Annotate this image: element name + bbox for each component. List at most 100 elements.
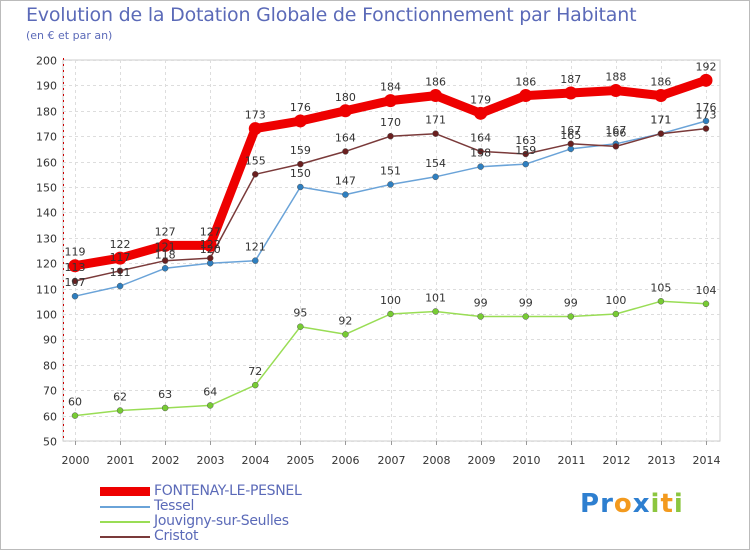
data-label-fontenay-le-pesnel: 127 [200, 225, 221, 238]
data-label-fontenay-le-pesnel: 122 [110, 238, 131, 251]
data-label-fontenay-le-pesnel: 186 [425, 76, 446, 89]
data-label-jouvigny-sur-seulles: 101 [425, 291, 446, 304]
data-point-jouvigny-sur-seulles [657, 298, 665, 305]
chart-subtitle: (en € et par an) [26, 29, 113, 42]
data-label-tessel: 118 [155, 248, 176, 261]
data-point-jouvigny-sur-seulles [71, 412, 79, 419]
data-point-fontenay-le-pesnel [384, 94, 397, 108]
data-point-fontenay-le-pesnel [68, 259, 82, 273]
data-label-tessel: 120 [200, 243, 221, 256]
data-point-cristot [702, 125, 710, 132]
data-point-jouvigny-sur-seulles [477, 313, 484, 320]
data-label-fontenay-le-pesnel: 180 [335, 91, 356, 104]
data-point-fontenay-le-pesnel [654, 89, 668, 103]
y-tick-label: 190 [36, 80, 57, 93]
data-label-cristot: 113 [65, 261, 86, 274]
data-label-cristot: 163 [515, 134, 536, 147]
proxiti-logo: Proxiti [580, 489, 684, 519]
y-tick-label: 200 [36, 55, 57, 68]
data-point-cristot [657, 130, 665, 137]
data-label-cristot: 159 [290, 144, 311, 157]
data-label-jouvigny-sur-seulles: 60 [68, 396, 82, 409]
x-tick-label: 2012 [603, 454, 631, 467]
data-label-tessel: 154 [425, 157, 446, 170]
x-tick-label: 2002 [152, 454, 180, 467]
x-tick-label: 2007 [378, 454, 406, 467]
data-point-cristot [432, 130, 439, 137]
data-label-fontenay-le-pesnel: 179 [470, 93, 491, 106]
data-label-tessel: 107 [65, 276, 86, 289]
data-label-fontenay-le-pesnel: 192 [696, 60, 717, 73]
x-tick-label: 2013 [648, 454, 676, 467]
data-label-jouvigny-sur-seulles: 63 [158, 388, 172, 401]
x-tick-label: 2001 [107, 454, 135, 467]
data-label-cristot: 171 [425, 114, 446, 127]
data-label-tessel: 150 [290, 167, 311, 180]
data-label-tessel: 147 [335, 175, 356, 188]
data-label-cristot: 166 [605, 126, 626, 139]
x-tick-label: 2008 [423, 454, 451, 467]
x-tick-label: 2011 [558, 454, 586, 467]
data-point-tessel [342, 191, 349, 198]
data-label-fontenay-le-pesnel: 186 [650, 76, 671, 89]
data-point-tessel [116, 282, 124, 290]
data-point-cristot [206, 254, 214, 262]
data-point-jouvigny-sur-seulles [567, 313, 575, 320]
logo-letter: o [613, 489, 633, 519]
x-tick-label: 2003 [197, 454, 225, 467]
logo-letter: t [660, 489, 674, 519]
legend-label: Jouvigny-sur-Seulles [154, 513, 289, 529]
data-point-cristot [161, 257, 169, 264]
data-label-jouvigny-sur-seulles: 105 [650, 281, 671, 294]
x-tick-label: 2000 [62, 454, 90, 467]
data-label-cristot: 117 [110, 251, 131, 264]
data-label-cristot: 121 [155, 241, 176, 254]
data-point-tessel [387, 181, 394, 188]
data-point-jouvigny-sur-seulles [522, 313, 529, 320]
y-tick-label: 80 [43, 360, 57, 373]
data-point-jouvigny-sur-seulles [342, 331, 349, 338]
data-point-cristot [116, 267, 124, 275]
x-tick-label: 2014 [693, 454, 721, 467]
data-point-jouvigny-sur-seulles [252, 381, 259, 389]
data-label-tessel: 159 [515, 144, 536, 157]
data-label-jouvigny-sur-seulles: 104 [696, 284, 717, 297]
legend-swatch [100, 536, 150, 538]
x-tick-label: 2006 [332, 454, 360, 467]
data-point-tessel [161, 265, 169, 272]
data-point-tessel [477, 163, 484, 170]
data-point-cristot [297, 160, 304, 168]
data-point-jouvigny-sur-seulles [387, 310, 394, 318]
data-label-fontenay-le-pesnel: 119 [65, 246, 86, 259]
data-label-tessel: 171 [650, 114, 671, 127]
data-label-cristot: 164 [335, 131, 356, 144]
data-point-jouvigny-sur-seulles [702, 300, 710, 308]
data-label-jouvigny-sur-seulles: 99 [474, 297, 488, 310]
y-tick-label: 110 [36, 284, 57, 297]
data-label-tessel: 165 [560, 129, 581, 142]
data-label-tessel: 151 [380, 164, 401, 177]
data-point-cristot [342, 148, 349, 155]
legend-swatch [100, 506, 150, 508]
data-point-jouvigny-sur-seulles [161, 404, 169, 412]
x-tick-label: 2005 [287, 454, 315, 467]
data-point-cristot [252, 171, 259, 178]
data-label-cristot: 122 [200, 238, 221, 251]
data-label-cristot: 155 [245, 154, 266, 167]
data-label-fontenay-le-pesnel: 186 [515, 76, 536, 89]
x-tick-label: 2010 [513, 454, 541, 467]
data-point-cristot [71, 277, 79, 285]
data-label-jouvigny-sur-seulles: 64 [203, 385, 217, 398]
logo-letter: i [650, 489, 661, 519]
legend-label: Cristot [154, 528, 199, 544]
logo-letter: x [632, 489, 651, 519]
data-point-tessel [297, 183, 304, 191]
data-point-jouvigny-sur-seulles [432, 308, 439, 315]
data-point-cristot [477, 148, 484, 155]
data-label-fontenay-le-pesnel: 176 [290, 101, 311, 114]
legend-swatch [100, 487, 150, 496]
plot-area [62, 59, 721, 442]
data-point-fontenay-le-pesnel [293, 114, 307, 128]
data-point-jouvigny-sur-seulles [612, 310, 620, 318]
